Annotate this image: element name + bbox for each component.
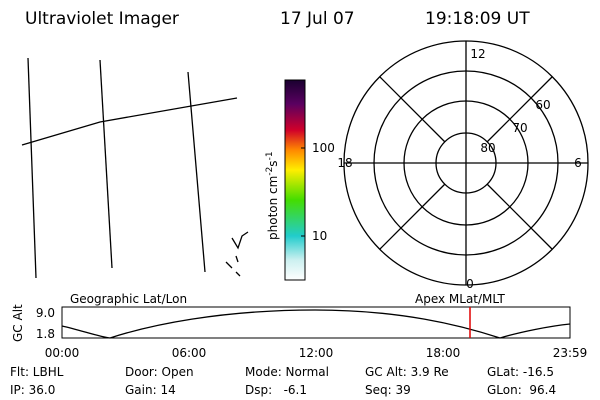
x-tick-label: 12:00 (299, 346, 334, 360)
x-tick-label: 23:59 (553, 346, 588, 360)
right-label: Apex MLat/MLT (415, 292, 505, 306)
polar-label: 80 (480, 141, 495, 155)
altitude-curve (61, 309, 571, 339)
info-field: Seq: 39 (365, 383, 411, 397)
colorbar-label: photon cm-2s-1 (265, 151, 280, 240)
y-axis-label: GC Alt (11, 304, 25, 342)
polar-label: 60 (535, 98, 550, 112)
left-label: Geographic Lat/Lon (70, 292, 187, 306)
altitude-frame (61, 306, 571, 339)
y-tick-label: 9.0 (36, 306, 55, 320)
colorbar-tick-label: 10 (312, 229, 327, 243)
x-tick-label: 18:00 (426, 346, 461, 360)
info-field: Mode: Normal (245, 365, 329, 379)
y-tick-label: 1.8 (36, 327, 55, 341)
colorbar-tick-label: 100 (312, 141, 335, 155)
info-field: IP: 36.0 (10, 383, 55, 397)
info-field: GLat: -16.5 (487, 365, 554, 379)
x-tick-label: 06:00 (172, 346, 207, 360)
polar-label: 6 (574, 156, 582, 170)
polar-label: 12 (470, 47, 485, 61)
polar-grid (343, 40, 589, 286)
polar-label: 18 (337, 156, 352, 170)
x-tick-label: 00:00 (45, 346, 80, 360)
info-field: Flt: LBHL (10, 365, 64, 379)
colorbar (284, 79, 306, 281)
map-grid (21, 57, 249, 279)
info-field: Dsp: -6.1 (245, 383, 307, 397)
info-field: Door: Open (125, 365, 194, 379)
info-field: Gain: 14 (125, 383, 176, 397)
polar-label: 0 (466, 277, 474, 291)
time: 19:18:09 UT (425, 9, 530, 29)
polar-label: 70 (512, 121, 527, 135)
info-field: GLon: 96.4 (487, 383, 556, 397)
title: Ultraviolet Imager (25, 9, 179, 29)
date: 17 Jul 07 (280, 9, 355, 29)
info-field: GC Alt: 3.9 Re (365, 365, 449, 379)
